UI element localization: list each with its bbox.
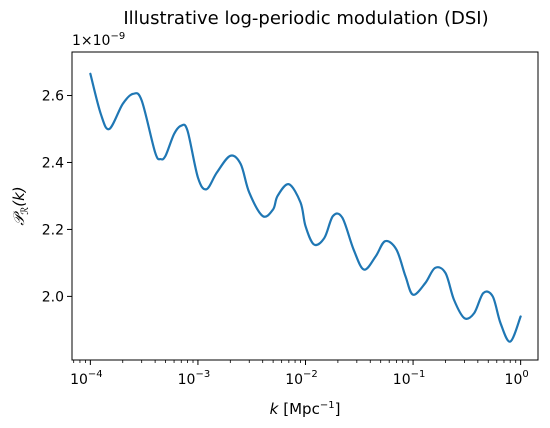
x-tick-label-base: 10 — [393, 372, 411, 388]
x-tick-label: 10−4 — [70, 369, 103, 388]
x-axis-label: k [Mpc−1] — [270, 400, 341, 418]
x-tick-label-base: 10 — [70, 372, 88, 388]
y-tick-label: 2.0 — [42, 289, 64, 305]
x-tick-label: 10−3 — [178, 369, 211, 388]
y-axis-label-argument: (k) — [10, 186, 28, 206]
y-tick-label: 2.2 — [42, 222, 64, 238]
x-tick-label-base: 10 — [285, 372, 303, 388]
x-axis-label-unit-close: ] — [335, 400, 341, 418]
x-tick-label: 10−2 — [285, 369, 318, 388]
series-line — [89, 72, 522, 343]
x-axis-ticks: 10−4 10−3 10−2 10−1 100 — [70, 360, 529, 388]
y-axis-label-subscript: ℛ — [20, 207, 31, 215]
y-tick-label: 2.6 — [42, 89, 64, 105]
x-tick-label-exponent: −4 — [88, 369, 103, 380]
y-axis-offset-label: 1×10−9 — [72, 31, 125, 49]
plot-frame — [71, 51, 539, 361]
x-axis-label-unit: [Mpc — [283, 400, 320, 418]
x-axis-minor-ticks — [73, 360, 517, 363]
x-tick-label-exponent: −2 — [303, 369, 318, 380]
x-tick-label-exponent: 0 — [522, 369, 528, 380]
x-tick-label: 100 — [505, 369, 529, 388]
y-axis-offset-base: 1×10 — [72, 33, 110, 49]
x-tick-label-base: 10 — [505, 372, 523, 388]
x-tick-label-base: 10 — [178, 372, 196, 388]
x-tick-label-exponent: −1 — [411, 369, 426, 380]
x-tick-label-exponent: −3 — [195, 369, 210, 380]
y-axis-ticks: 2.0 2.2 2.4 2.6 — [42, 89, 72, 305]
x-axis-label-unit-exponent: −1 — [320, 400, 335, 411]
x-axis-label-variable: k — [270, 400, 280, 418]
y-axis-offset-exponent: −9 — [110, 31, 125, 42]
x-tick-label: 10−1 — [393, 369, 426, 388]
y-axis-label: 𝒫ℛ(k) — [10, 186, 31, 225]
chart-title: Illustrative log-periodic modulation (DS… — [123, 8, 488, 29]
y-tick-label: 2.4 — [42, 155, 64, 171]
